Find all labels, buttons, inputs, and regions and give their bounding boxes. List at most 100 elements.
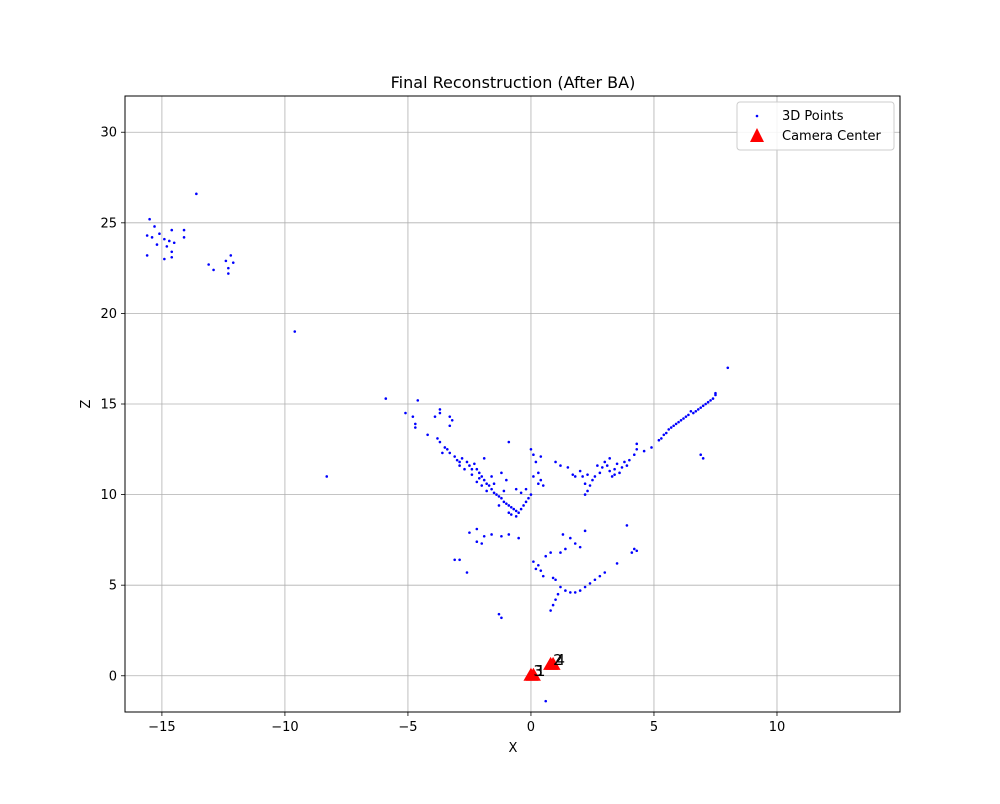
- point-marker: [613, 467, 616, 471]
- point-marker: [502, 489, 506, 493]
- point-marker: [706, 400, 710, 404]
- point-marker: [227, 266, 230, 270]
- point-marker: [512, 507, 516, 511]
- x-tick-label: −5: [398, 720, 417, 735]
- point-marker: [532, 560, 535, 563]
- x-tick-label: 0: [527, 720, 535, 735]
- point-marker: [620, 466, 624, 469]
- point-marker: [485, 489, 488, 493]
- point-marker: [544, 554, 548, 558]
- point-marker: [642, 449, 646, 453]
- point-marker: [628, 458, 631, 462]
- point-marker: [195, 192, 198, 196]
- y-axis-ticks: 0 5 10 15 20 25 30: [100, 126, 125, 684]
- legend-box: [736, 101, 895, 151]
- point-marker: [453, 455, 456, 458]
- point-marker: [458, 464, 461, 467]
- point-marker: [165, 245, 169, 248]
- legend-points-label: 3D Points: [782, 109, 844, 124]
- point-marker: [571, 473, 575, 476]
- point-marker: [500, 534, 503, 538]
- point-marker: [500, 616, 503, 620]
- point-marker: [153, 225, 156, 228]
- y-tick-label: 30: [100, 126, 117, 141]
- point-marker: [460, 457, 464, 460]
- y-tick-label: 10: [100, 488, 117, 503]
- point-marker: [477, 476, 481, 480]
- point-marker: [554, 578, 557, 582]
- point-marker: [672, 424, 675, 428]
- point-marker: [615, 462, 619, 466]
- point-marker: [468, 464, 471, 467]
- point-marker: [507, 533, 511, 536]
- point-marker: [615, 562, 619, 565]
- point-marker: [500, 471, 503, 475]
- point-marker: [145, 234, 149, 237]
- point-marker: [605, 464, 609, 467]
- point-marker: [549, 609, 552, 612]
- point-marker: [458, 558, 461, 562]
- point-marker: [150, 236, 154, 239]
- point-marker: [148, 217, 151, 221]
- point-marker: [583, 529, 587, 533]
- point-marker: [534, 567, 538, 571]
- legend-camera-marker: [750, 128, 764, 142]
- x-tick-label: 5: [650, 720, 658, 735]
- point-marker: [438, 408, 442, 411]
- point-marker: [593, 475, 597, 478]
- point-marker: [514, 515, 518, 518]
- point-marker: [524, 500, 528, 504]
- point-marker: [227, 272, 230, 275]
- point-marker: [537, 482, 540, 486]
- y-tick-label: 20: [100, 307, 117, 322]
- point-marker: [696, 408, 700, 411]
- point-marker: [448, 451, 452, 455]
- point-marker: [549, 551, 552, 554]
- point-marker: [438, 440, 442, 444]
- point-marker: [448, 424, 452, 428]
- point-marker: [497, 495, 501, 498]
- point-marker: [507, 504, 511, 507]
- point-marker: [480, 484, 484, 487]
- point-marker: [660, 437, 663, 440]
- point-marker: [475, 540, 479, 543]
- point-marker: [529, 447, 533, 451]
- point-marker: [610, 475, 614, 478]
- point-marker: [709, 399, 712, 402]
- point-marker: [517, 511, 520, 515]
- point-marker: [155, 243, 159, 246]
- point-marker: [650, 446, 653, 449]
- camera-center-marker: [545, 656, 561, 670]
- point-marker: [212, 268, 215, 272]
- camera-label: 4: [556, 651, 566, 669]
- point-marker: [507, 440, 511, 444]
- point-marker: [586, 473, 589, 476]
- point-marker: [170, 228, 174, 232]
- point-marker: [583, 482, 587, 486]
- point-marker: [679, 419, 683, 422]
- point-marker: [596, 464, 599, 467]
- point-marker: [625, 524, 629, 527]
- legend: 3D Points Camera Center: [736, 101, 895, 151]
- point-marker: [517, 536, 520, 540]
- point-marker: [632, 453, 636, 457]
- point-marker: [541, 574, 545, 578]
- point-marker: [470, 473, 474, 476]
- point-marker: [537, 563, 540, 567]
- point-marker: [714, 391, 717, 395]
- point-marker: [704, 402, 707, 406]
- point-marker: [532, 453, 535, 457]
- point-marker: [475, 467, 479, 471]
- camera-center-marker: [525, 667, 541, 681]
- x-tick-label: −10: [271, 720, 298, 735]
- point-marker: [495, 493, 498, 496]
- point-marker: [465, 571, 469, 574]
- point-marker: [490, 475, 493, 478]
- point-marker: [692, 411, 695, 415]
- point-marker: [502, 500, 506, 504]
- point-marker: [497, 504, 501, 507]
- point-marker: [667, 428, 671, 431]
- point-marker: [699, 406, 703, 409]
